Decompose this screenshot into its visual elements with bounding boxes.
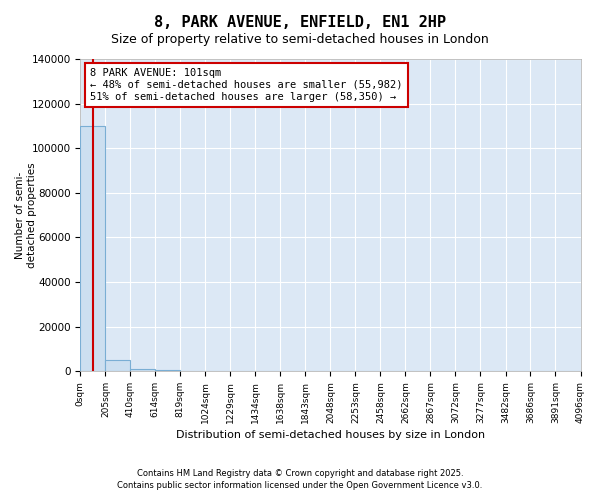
Bar: [130, 370, 155, 371]
Bar: [106, 360, 130, 371]
Text: 8 PARK AVENUE: 101sqm
← 48% of semi-detached houses are smaller (55,982)
51% of : 8 PARK AVENUE: 101sqm ← 48% of semi-deta…: [91, 68, 403, 102]
Text: Size of property relative to semi-detached houses in London: Size of property relative to semi-detach…: [111, 32, 489, 46]
Text: 8, PARK AVENUE, ENFIELD, EN1 2HP: 8, PARK AVENUE, ENFIELD, EN1 2HP: [154, 15, 446, 30]
Bar: [80, 126, 106, 371]
X-axis label: Distribution of semi-detached houses by size in London: Distribution of semi-detached houses by …: [176, 430, 485, 440]
Text: Contains HM Land Registry data © Crown copyright and database right 2025.
Contai: Contains HM Land Registry data © Crown c…: [118, 468, 482, 490]
Y-axis label: Number of semi-
detached properties: Number of semi- detached properties: [15, 162, 37, 268]
Bar: [155, 370, 181, 371]
